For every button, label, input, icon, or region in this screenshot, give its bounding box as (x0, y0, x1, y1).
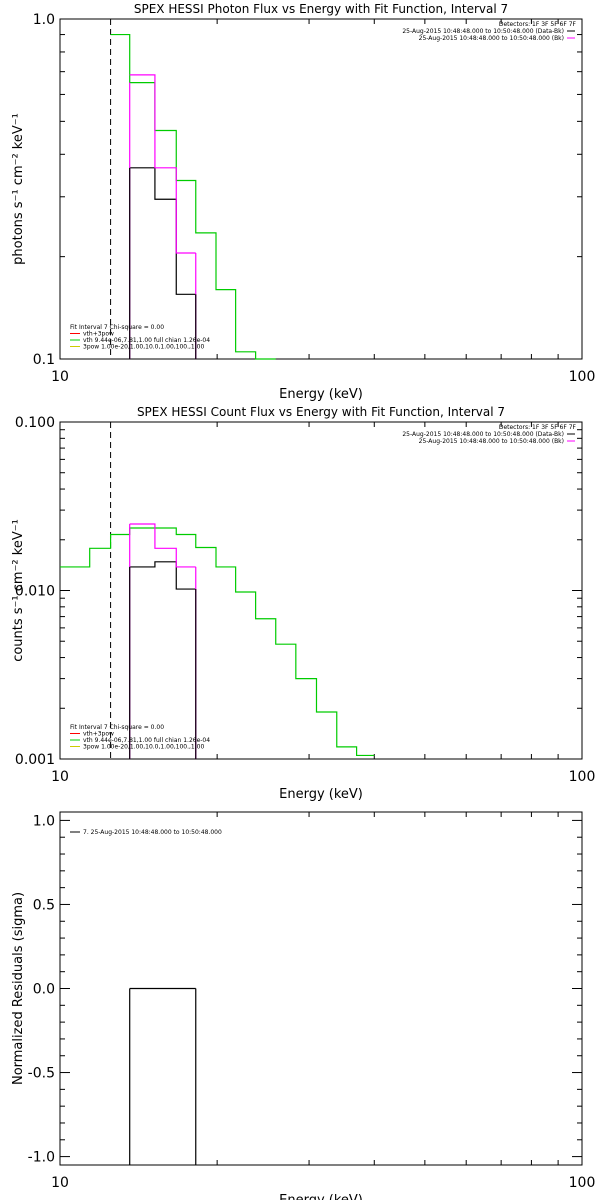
y-tick-label: 0.0 (33, 982, 55, 998)
header-line: 25-Aug-2015 10:48:48.000 to 10:50:48.000… (419, 35, 564, 42)
x-axis-label: Energy (keV) (279, 1193, 363, 1200)
y-tick-label: -0.5 (28, 1066, 55, 1082)
y-tick-label: 0.100 (15, 415, 55, 431)
series-1 (60, 527, 375, 757)
y-axis-label: photons s⁻¹ cm⁻² keV⁻¹ (11, 113, 26, 265)
series-2 (129, 561, 196, 590)
series-line (129, 561, 196, 590)
legend-header: Fit Interval 7 Chi-square = 0.00 (70, 324, 164, 331)
chart-title: SPEX HESSI Count Flux vs Energy with Fit… (137, 405, 505, 419)
legend-entry: 3pow 1.00e-20,1.00,10.0,1.00,100.,1.00 (83, 344, 204, 351)
y-tick-label: 0.010 (15, 584, 55, 600)
header-line: 25-Aug-2015 10:48:48.000 to 10:50:48.000… (419, 438, 564, 445)
y-tick-label: 1.0 (33, 12, 55, 28)
x-tick-label: 10 (51, 769, 69, 785)
legend-entry: vth 9.44e-06,7.81,1.00 full chian 1.26e-… (83, 737, 210, 744)
series-3 (129, 74, 196, 254)
y-axis-label: Normalized Residuals (sigma) (11, 892, 26, 1085)
plot-frame (59, 421, 583, 760)
y-axis-label: counts s⁻¹ cm⁻² keV⁻¹ (11, 519, 26, 662)
chart-title: SPEX HESSI Photon Flux vs Energy with Fi… (134, 2, 508, 16)
legend-entry: 3pow 1.00e-20,1.00,10.0,1.00,100.,1.00 (83, 744, 204, 751)
x-tick-label: 10 (51, 369, 69, 385)
legend-entry: vth+3pow (83, 331, 114, 338)
header-line: 25-Aug-2015 10:48:48.000 to 10:50:48.000… (402, 431, 564, 438)
header-line: Detectors: 1F 3F 5F 6F 7F (499, 21, 577, 28)
header-line: 25-Aug-2015 10:48:48.000 to 10:50:48.000… (402, 28, 564, 35)
x-axis-label: Energy (keV) (279, 387, 363, 402)
chart-panel-1: SPEX HESSI Photon Flux vs Energy with Fi… (11, 2, 595, 402)
x-axis-label: Energy (keV) (279, 787, 363, 802)
series-line (110, 33, 276, 360)
series-line (129, 74, 196, 254)
y-tick-label: -1.0 (28, 1150, 55, 1166)
chart-panel-2: SPEX HESSI Count Flux vs Energy with Fit… (11, 405, 595, 802)
legend-entry: vth 9.44e-06,7.81,1.00 full chian 1.26e-… (83, 337, 210, 344)
y-tick-label: 0.5 (33, 897, 55, 913)
plot-frame (59, 18, 583, 360)
series-line (129, 523, 196, 568)
series-line (129, 167, 196, 295)
legend-entry: vth+3pow (83, 731, 114, 738)
series-line (60, 527, 375, 757)
y-tick-label: 1.0 (33, 813, 55, 829)
series-1 (110, 33, 276, 360)
y-tick-label: 0.1 (33, 352, 55, 368)
series-3 (129, 523, 196, 568)
series-2 (129, 167, 196, 295)
legend-entry: 7. 25-Aug-2015 10:48:48.000 to 10:50:48.… (83, 829, 222, 836)
x-tick-label: 10 (51, 1175, 69, 1191)
x-tick-label: 100 (569, 369, 596, 385)
x-tick-label: 100 (569, 1175, 596, 1191)
y-tick-label: 0.001 (15, 752, 55, 768)
header-line: Detectors: 1F 3F 5F 6F 7F (499, 424, 577, 431)
legend-header: Fit Interval 7 Chi-square = 0.00 (70, 724, 164, 731)
chart-panel-3: 10 100 1.0 0.5 0.0 -0.5 -1.0 Energy (keV) Normal… (11, 811, 596, 1200)
x-tick-label: 100 (569, 769, 596, 785)
